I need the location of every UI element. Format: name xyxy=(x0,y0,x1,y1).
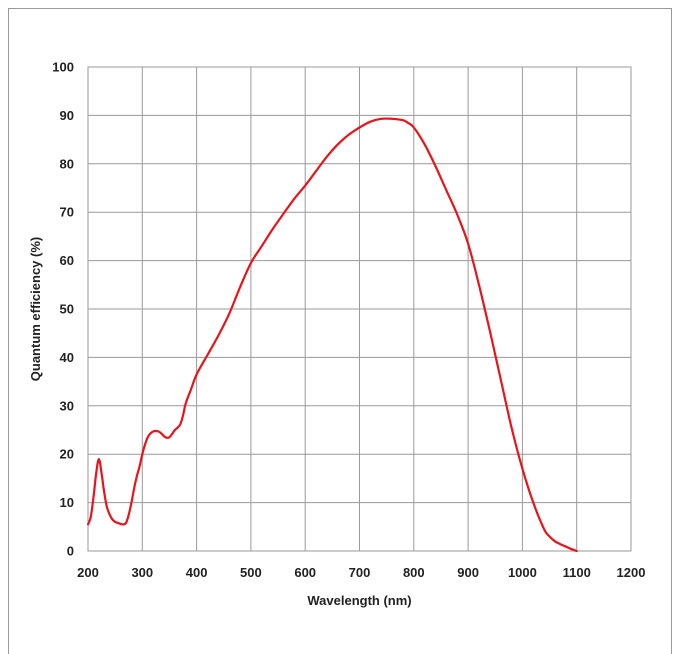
x-tick-label: 1100 xyxy=(563,565,591,580)
y-tick-label: 90 xyxy=(60,108,74,123)
x-tick-label: 300 xyxy=(131,565,153,580)
plot-border xyxy=(87,66,632,552)
x-tick-label: 500 xyxy=(240,565,262,580)
y-tick-label: 100 xyxy=(52,60,74,75)
x-tick-label: 1200 xyxy=(617,565,646,580)
x-tick-label: 400 xyxy=(186,565,208,580)
x-axis-label: Wavelength (nm) xyxy=(307,593,411,608)
y-tick-label: 20 xyxy=(60,447,74,462)
x-tick-label: 900 xyxy=(457,565,479,580)
y-tick-label: 40 xyxy=(60,350,74,365)
x-tick-label: 800 xyxy=(403,565,425,580)
y-tick-labels: 0 10 20 30 40 50 60 70 80 90 100 xyxy=(52,60,74,559)
x-tick-label: 600 xyxy=(294,565,316,580)
grid xyxy=(87,66,632,552)
x-tick-label: 700 xyxy=(349,565,371,580)
y-tick-label: 30 xyxy=(60,398,74,413)
y-tick-label: 80 xyxy=(60,156,74,171)
y-tick-label: 10 xyxy=(60,495,74,510)
x-tick-label: 1000 xyxy=(508,565,537,580)
y-axis-label: Quantum efficiency (%) xyxy=(28,237,43,381)
y-tick-label: 50 xyxy=(60,302,74,317)
y-tick-label: 0 xyxy=(67,544,74,559)
series-line xyxy=(86,117,578,553)
y-tick-label: 70 xyxy=(60,205,74,220)
x-tick-label: 200 xyxy=(77,565,99,580)
x-tick-labels: 200 300 400 500 600 700 800 900 1000 1100 1200 xyxy=(77,565,645,580)
y-tick-label: 60 xyxy=(60,253,74,268)
